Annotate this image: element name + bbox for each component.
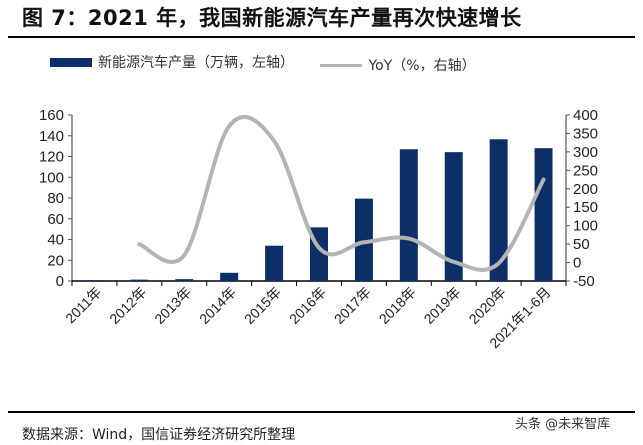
right-tick-label: 0	[573, 255, 581, 272]
footer-divider	[8, 411, 635, 413]
chart-title: 图 7：2021 年，我国新能源汽车产量再次快速增长	[22, 6, 522, 30]
bar-2017年	[354, 198, 373, 281]
right-tick-label: 250	[573, 162, 598, 179]
bar-2021年1-6月	[534, 148, 553, 281]
bar-2020年	[489, 139, 508, 281]
right-tick-label: 50	[573, 236, 590, 253]
chart-plot: 020406080100120140160-500501001502002503…	[39, 107, 598, 351]
right-tick-label: 200	[573, 181, 598, 198]
bar-2013年	[175, 279, 194, 281]
x-tick-label: 2019年	[421, 284, 464, 327]
right-tick-label: 300	[573, 144, 598, 161]
left-tick-label: 120	[39, 149, 64, 166]
legend-swatch-line	[320, 63, 363, 67]
yoy-line	[137, 114, 546, 272]
left-tick-label: 100	[39, 169, 64, 186]
x-tick-label: 2012年	[106, 284, 149, 327]
bar-2011年	[85, 280, 104, 281]
x-tick-label: 2020年	[466, 284, 509, 327]
x-tick-label: 2015年	[241, 284, 284, 327]
left-tick-label: 140	[39, 128, 64, 145]
left-tick-label: 160	[39, 107, 64, 124]
left-tick-label: 20	[47, 252, 64, 269]
x-tick-label: 2011年	[62, 284, 105, 327]
x-tick-label: 2013年	[151, 284, 194, 327]
bar-2014年	[220, 272, 239, 281]
left-tick-label: 40	[47, 232, 64, 249]
legend-label-yoy: YoY（%，右轴）	[368, 58, 476, 74]
right-tick-label: 150	[573, 199, 598, 216]
left-tick-label: 60	[47, 211, 64, 228]
x-tick-label: 2017年	[331, 284, 374, 327]
bar-2018年	[399, 149, 418, 281]
legend-swatch-bar	[50, 57, 92, 67]
watermark: 头条 @未来智库	[515, 417, 611, 432]
left-tick-label: 80	[47, 190, 64, 207]
bar-2015年	[265, 245, 284, 281]
x-tick-label: 2016年	[286, 284, 329, 327]
right-tick-label: -50	[573, 273, 595, 290]
right-tick-label: 350	[573, 125, 598, 142]
legend-item-production: 新能源汽车产量（万辆，左轴）	[50, 52, 294, 72]
x-tick-label: 2014年	[196, 284, 239, 327]
source-note: 数据来源：Wind，国信证券经济研究所整理	[22, 427, 296, 443]
legend-item-yoy: YoY（%，右轴）	[320, 55, 476, 75]
right-tick-label: 400	[573, 107, 598, 124]
right-tick-label: 100	[573, 218, 598, 235]
legend-label-production: 新能源汽车产量（万辆，左轴）	[98, 55, 294, 71]
title-divider	[8, 36, 635, 38]
bar-2019年	[444, 152, 463, 281]
bar-2012年	[130, 279, 149, 281]
legend: 新能源汽车产量（万辆，左轴） YoY（%，右轴）	[50, 52, 498, 75]
left-tick-label: 0	[56, 273, 64, 290]
x-tick-label: 2018年	[376, 284, 419, 327]
